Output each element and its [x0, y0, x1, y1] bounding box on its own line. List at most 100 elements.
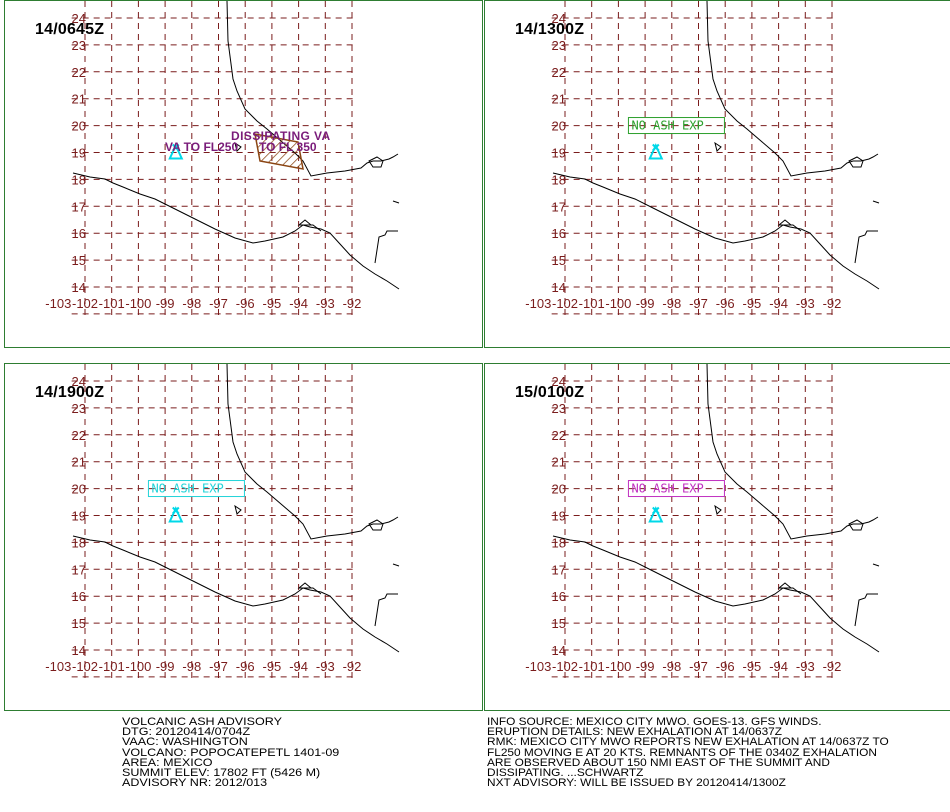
no-ash-label: NO ASH EXP [631, 119, 703, 133]
lat-lon-grid [71, 364, 355, 680]
longitude-label: -97 [209, 296, 228, 311]
latitude-label: 18 [72, 172, 86, 187]
coastline-detail [872, 200, 880, 204]
longitude-label: -98 [662, 296, 681, 311]
coastline-detail [297, 219, 313, 226]
longitude-label: -101 [579, 296, 605, 311]
advisory-line: ARE OBSERVED ABOUT 150 NMI EAST OF THE S… [487, 756, 830, 769]
latitude-label: 19 [552, 146, 566, 161]
latitude-label: 20 [552, 119, 566, 134]
coastline-detail [368, 156, 384, 168]
longitude-label: -99 [156, 296, 175, 311]
advisory-line: FL250 MOVING E AT 20 KTS. REMNANTS OF TH… [487, 746, 877, 759]
latitude-label: 15 [72, 616, 86, 631]
panel-time-label: 15/0100Z [515, 384, 585, 401]
latitude-label: 18 [72, 535, 86, 550]
longitude-label: -101 [99, 296, 125, 311]
latitude-label: 19 [72, 146, 86, 161]
coastline-detail [297, 582, 313, 589]
longitude-label: -99 [156, 659, 175, 674]
latitude-label: 15 [72, 253, 86, 268]
lat-lon-grid [71, 1, 355, 317]
coastline-detail [374, 593, 398, 627]
lat-lon-grid [551, 1, 835, 317]
longitude-label: -102 [552, 659, 578, 674]
advisory-line: ADVISORY NR: 2012/013 [122, 777, 268, 790]
advisory-line: VAAC: WASHINGTON [122, 736, 248, 749]
advisory-line: DISSIPATING. ...SCHWARTZ [487, 767, 644, 780]
longitude-label: -97 [689, 659, 708, 674]
latitude-label: 23 [72, 38, 86, 53]
no-ash-label: NO ASH EXP [631, 482, 703, 496]
pacific-coastline [72, 535, 400, 653]
no-ash-box [147, 480, 245, 498]
longitude-label: -103 [45, 296, 71, 311]
gulf-coastline [706, 364, 879, 540]
longitude-label: -98 [662, 659, 681, 674]
longitude-label: -96 [716, 659, 735, 674]
longitude-label: -103 [45, 659, 71, 674]
latitude-label: 18 [552, 172, 566, 187]
map-panel-2: 24 23 22 21 20 19 18 17 16 15 14 -103 -102 -101 -100 -9… [484, 0, 950, 348]
coastline-detail [392, 200, 400, 204]
advisory-line: DTG: 20120414/0704Z [122, 726, 251, 739]
longitude-label: -103 [525, 296, 551, 311]
longitude-label: -96 [236, 296, 255, 311]
latitude-label: 23 [72, 401, 86, 416]
map-canvas: 24 23 22 21 20 19 18 17 16 15 14-103 -102 -101 -100 -9… [525, 364, 880, 680]
gulf-coastline [706, 1, 879, 177]
longitude-label: -92 [823, 659, 842, 674]
longitude-label: -97 [689, 296, 708, 311]
longitude-label: -94 [769, 296, 788, 311]
longitude-label: -92 [823, 296, 842, 311]
map-panel-3: 24 23 22 21 20 19 18 17 16 15 14 -103 -102 -101 -100 -9… [4, 363, 483, 711]
latitude-label: 22 [552, 65, 566, 80]
latitude-label: 16 [72, 226, 86, 241]
longitude-label: -100 [605, 296, 631, 311]
pacific-coastline [552, 535, 880, 653]
latitude-label: 15 [552, 616, 566, 631]
coastline-detail [307, 224, 322, 232]
longitude-label: -94 [289, 659, 308, 674]
longitude-label: -97 [209, 659, 228, 674]
longitude-label: -92 [343, 659, 362, 674]
latitude-label: 17 [552, 562, 566, 577]
latitude-label: 17 [72, 199, 86, 214]
longitude-label: -95 [263, 296, 282, 311]
coastline-detail [368, 519, 384, 531]
coastline-detail [374, 230, 398, 264]
panel-time-label: 14/0645Z [35, 21, 105, 38]
volcano-icon [168, 143, 184, 160]
latitude-label: 16 [72, 589, 86, 604]
longitude-label: -100 [605, 659, 631, 674]
coastline-detail [777, 582, 793, 589]
map-canvas: 24 23 22 21 20 19 18 17 16 15 14-103 -102 -101 -100 -9… [525, 1, 880, 317]
latitude-label: 14 [552, 643, 566, 658]
panel-time-label: 14/1900Z [35, 384, 105, 401]
map-panel-1: 24 23 22 21 20 19 18 17 16 15 14 -103 -102 -101 -100 -9… [4, 0, 483, 348]
longitude-label: -93 [316, 296, 335, 311]
latitude-label: 17 [72, 562, 86, 577]
latitude-label: 19 [552, 509, 566, 524]
coastline-detail [234, 504, 242, 515]
advisory-remarks-block: INFO SOURCE: MEXICO CITY MWO. GOES-13. G… [487, 716, 889, 789]
longitude-label: -94 [289, 296, 308, 311]
advisory-line: VOLCANIC ASH ADVISORY [122, 716, 282, 728]
coastline-detail [787, 587, 802, 595]
longitude-label: -100 [125, 296, 151, 311]
fl350-label: TO FL 350 [259, 140, 317, 154]
coastline-detail [234, 141, 242, 152]
coastline-detail [848, 156, 864, 168]
latitude-label: 18 [552, 535, 566, 550]
longitude-label: -95 [743, 296, 762, 311]
ash-area-polygon [254, 133, 304, 170]
longitude-label: -99 [636, 296, 655, 311]
longitude-label: -96 [236, 659, 255, 674]
volcano-icon [168, 506, 184, 523]
longitude-label: -101 [579, 659, 605, 674]
latitude-label: 20 [72, 482, 86, 497]
longitude-label: -99 [636, 659, 655, 674]
no-ash-box [627, 480, 725, 498]
no-ash-label: NO ASH EXP [151, 482, 223, 496]
volcano-icon [648, 143, 664, 160]
